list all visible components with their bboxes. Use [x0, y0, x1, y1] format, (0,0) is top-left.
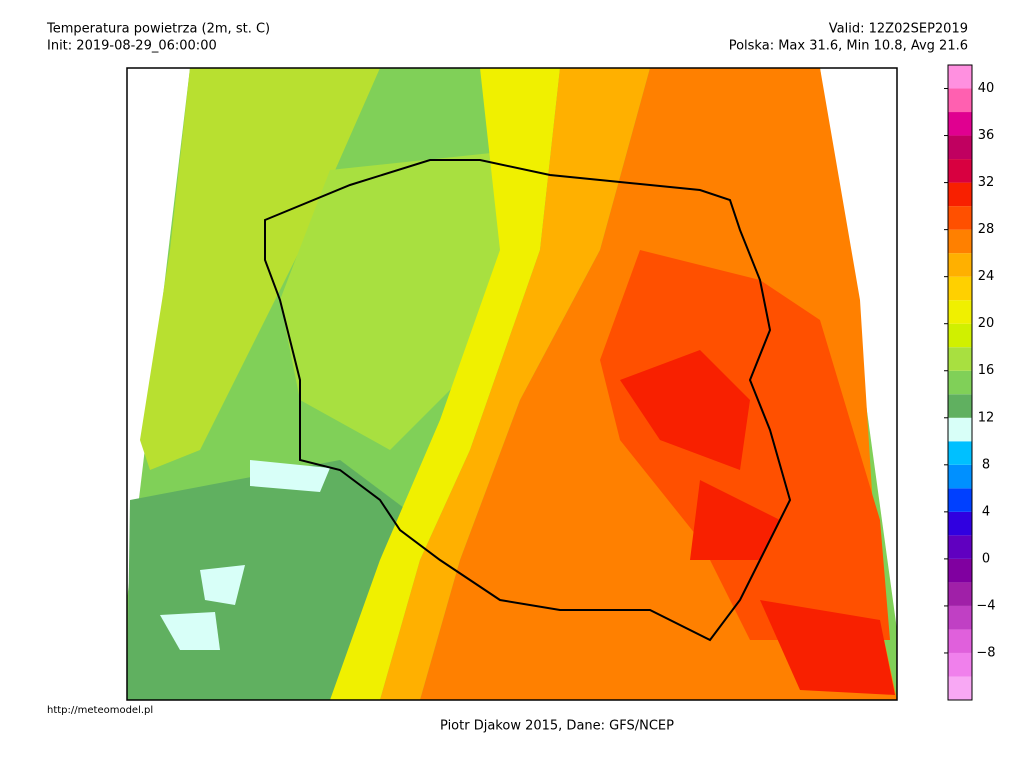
colorbar-tick-label: 32: [978, 175, 995, 190]
colorbar-band: [948, 558, 972, 583]
init-time: Init: 2019-08-29_06:00:00: [47, 39, 217, 54]
colorbar-tick-label: 4: [982, 504, 990, 519]
colorbar-band: [948, 88, 972, 113]
colorbar-band: [948, 159, 972, 183]
colorbar-band: [948, 182, 972, 207]
colorbar-tick-label: 20: [978, 316, 995, 331]
colorbar-tick-label: 8: [982, 457, 990, 472]
colorbar-band: [948, 206, 972, 230]
colorbar-tick-label: 0: [982, 551, 990, 566]
source-url: http://meteomodel.pl: [47, 705, 153, 716]
map-field: [126, 67, 898, 701]
colorbar: −8 −4 0 4 8 12 16 20 24 28 32 36 40: [944, 64, 996, 701]
colorbar-tick-label: −8: [976, 645, 995, 660]
colorbar-band: [948, 511, 972, 536]
colorbar-tick-label: 28: [978, 222, 995, 237]
colorbar-band: [948, 65, 972, 89]
colorbar-frame: [947, 64, 973, 701]
colorbar-band: [948, 135, 972, 160]
colorbar-tick-label: 16: [978, 363, 995, 378]
colorbar-band: [948, 394, 972, 418]
colorbar-band: [948, 605, 972, 630]
credit: Piotr Djakow 2015, Dane: GFS/NCEP: [440, 719, 674, 734]
colorbar-band: [948, 229, 972, 254]
colorbar-band: [948, 112, 972, 136]
colorbar-band: [948, 629, 972, 653]
colorbar-band: [948, 276, 972, 301]
colorbar-tick-label: 36: [978, 128, 995, 143]
colorbar-tick-label: 12: [978, 410, 995, 425]
colorbar-band: [948, 652, 972, 677]
valid-time: Valid: 12Z02SEP2019: [829, 22, 968, 37]
colorbar-tick-label: 40: [978, 81, 995, 96]
colorbar-band: [948, 488, 972, 512]
colorbar-band: [948, 535, 972, 559]
colorbar-band: [948, 676, 972, 700]
colorbar-band: [948, 347, 972, 371]
colorbar-band: [948, 300, 972, 324]
map-title: Temperatura powietrza (2m, st. C): [46, 22, 270, 37]
colorbar-band: [948, 417, 972, 442]
stats: Polska: Max 31.6, Min 10.8, Avg 21.6: [729, 39, 968, 54]
colorbar-band: [948, 370, 972, 395]
colorbar-band: [948, 323, 972, 348]
colorbar-band: [948, 582, 972, 606]
colorbar-band: [948, 441, 972, 465]
colorbar-band: [948, 464, 972, 489]
colorbar-tick-label: −4: [976, 598, 995, 613]
colorbar-tick-label: 24: [978, 269, 995, 284]
colorbar-band: [948, 253, 972, 277]
